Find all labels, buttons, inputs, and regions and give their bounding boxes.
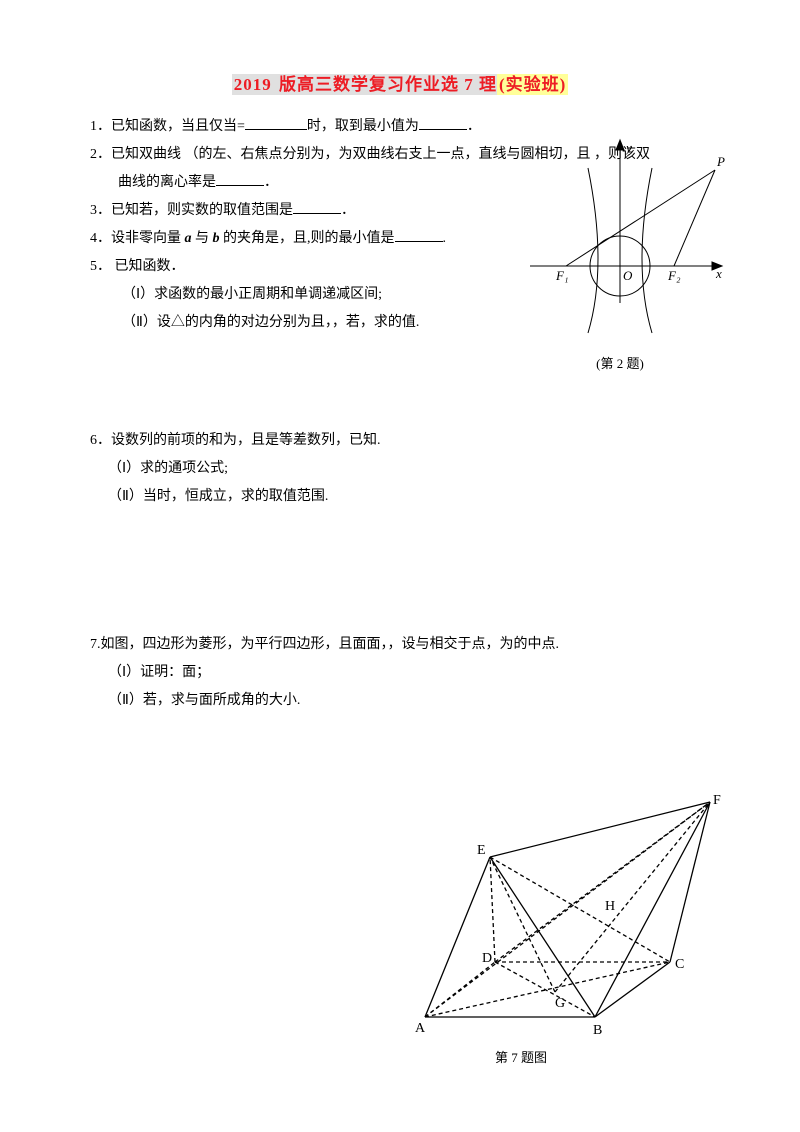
fig2-label-F2: F₂ bbox=[667, 268, 681, 283]
q5-head: 已知函数． bbox=[111, 259, 185, 274]
title-rest2: (实验班) bbox=[497, 74, 568, 95]
q1-blank2 bbox=[419, 116, 467, 130]
q6: 6．设数列的前项的和为，且是等差数列，已知. bbox=[90, 427, 710, 455]
q4-b: 的夹角是，且,则的最小值是 bbox=[220, 231, 395, 246]
fig2-label-F1: F₁ bbox=[555, 268, 568, 283]
fig2-svg: y P O F₁ F₂ x bbox=[510, 138, 730, 348]
fig7-G: G bbox=[555, 996, 565, 1011]
q6-s2: （Ⅱ）当时，恒成立，求的取值范围. bbox=[90, 483, 710, 511]
fig2-caption: (第 2 题) bbox=[510, 353, 730, 372]
figure-2: y P O F₁ F₂ x (第 2 题) bbox=[510, 138, 730, 372]
fig7-E: E bbox=[477, 843, 486, 858]
q5-num: 5． bbox=[90, 259, 111, 274]
q3-c: ． bbox=[341, 203, 355, 218]
q7-head: 如图，四边形为菱形，为平行四边形，且面面，，设与相交于点，为的中点. bbox=[101, 637, 560, 652]
q1-c: ． bbox=[467, 119, 481, 134]
q2-num: 2． bbox=[90, 147, 111, 162]
q3-a: 已知若，则实数的取值范围是 bbox=[111, 203, 293, 218]
title-rest1: 版高三数学复习作业选 7 理 bbox=[274, 74, 497, 95]
q1-num: 1． bbox=[90, 119, 111, 134]
fig7-caption: 第 7 题图 bbox=[395, 1047, 725, 1066]
q4-veca: a bbox=[185, 231, 192, 246]
q3-num: 3． bbox=[90, 203, 111, 218]
fig7-F: F bbox=[713, 793, 721, 808]
fig2-label-O: O bbox=[623, 268, 633, 283]
fig7-H: H bbox=[605, 899, 615, 914]
q1-b: 时，取到最小值为 bbox=[307, 119, 419, 134]
q6-head: 设数列的前项的和为，且是等差数列，已知. bbox=[111, 433, 381, 448]
q6-s1: （Ⅰ）求的通项公式; bbox=[90, 455, 710, 483]
q1: 1．已知函数，当且仅当= 时，取到最小值为 ． bbox=[90, 113, 710, 141]
q4-a: 设非零向量 bbox=[111, 231, 185, 246]
q7-s2: （Ⅱ）若，求与面所成角的大小. bbox=[90, 687, 710, 715]
fig2-label-x: x bbox=[715, 266, 722, 281]
q6-num: 6． bbox=[90, 433, 111, 448]
q4-num: 4． bbox=[90, 231, 111, 246]
q4-vecb: b bbox=[213, 231, 220, 246]
fig7-D: D bbox=[482, 951, 492, 966]
fig7-C: C bbox=[675, 957, 684, 972]
q1-blank1 bbox=[245, 116, 307, 130]
q2-blank bbox=[216, 172, 264, 186]
fig2-label-y: y bbox=[624, 140, 632, 155]
fig7-A: A bbox=[415, 1021, 426, 1036]
fig2-label-P: P bbox=[716, 154, 725, 169]
q7: 7.如图，四边形为菱形，为平行四边形，且面面，，设与相交于点，为的中点. bbox=[90, 631, 710, 659]
page-title: 2019 版高三数学复习作业选 7 理(实验班) bbox=[90, 70, 710, 95]
q2-text2: 曲线的离心率是 bbox=[118, 175, 216, 190]
q4-blank bbox=[395, 228, 443, 242]
q7-s1: （Ⅰ）证明：面； bbox=[90, 659, 710, 687]
q7-num: 7. bbox=[90, 637, 101, 652]
q2-c: ． bbox=[264, 175, 278, 190]
q3-blank bbox=[293, 200, 341, 214]
fig7-B: B bbox=[593, 1023, 602, 1038]
title-year: 2019 bbox=[232, 74, 274, 95]
q4-mid: 与 bbox=[192, 231, 213, 246]
q1-a: 已知函数，当且仅当= bbox=[111, 119, 245, 134]
figure-7: A B C D E F G H 第 7 题图 bbox=[395, 782, 725, 1066]
fig7-svg: A B C D E F G H bbox=[395, 782, 725, 1042]
q4-c: . bbox=[443, 231, 447, 246]
